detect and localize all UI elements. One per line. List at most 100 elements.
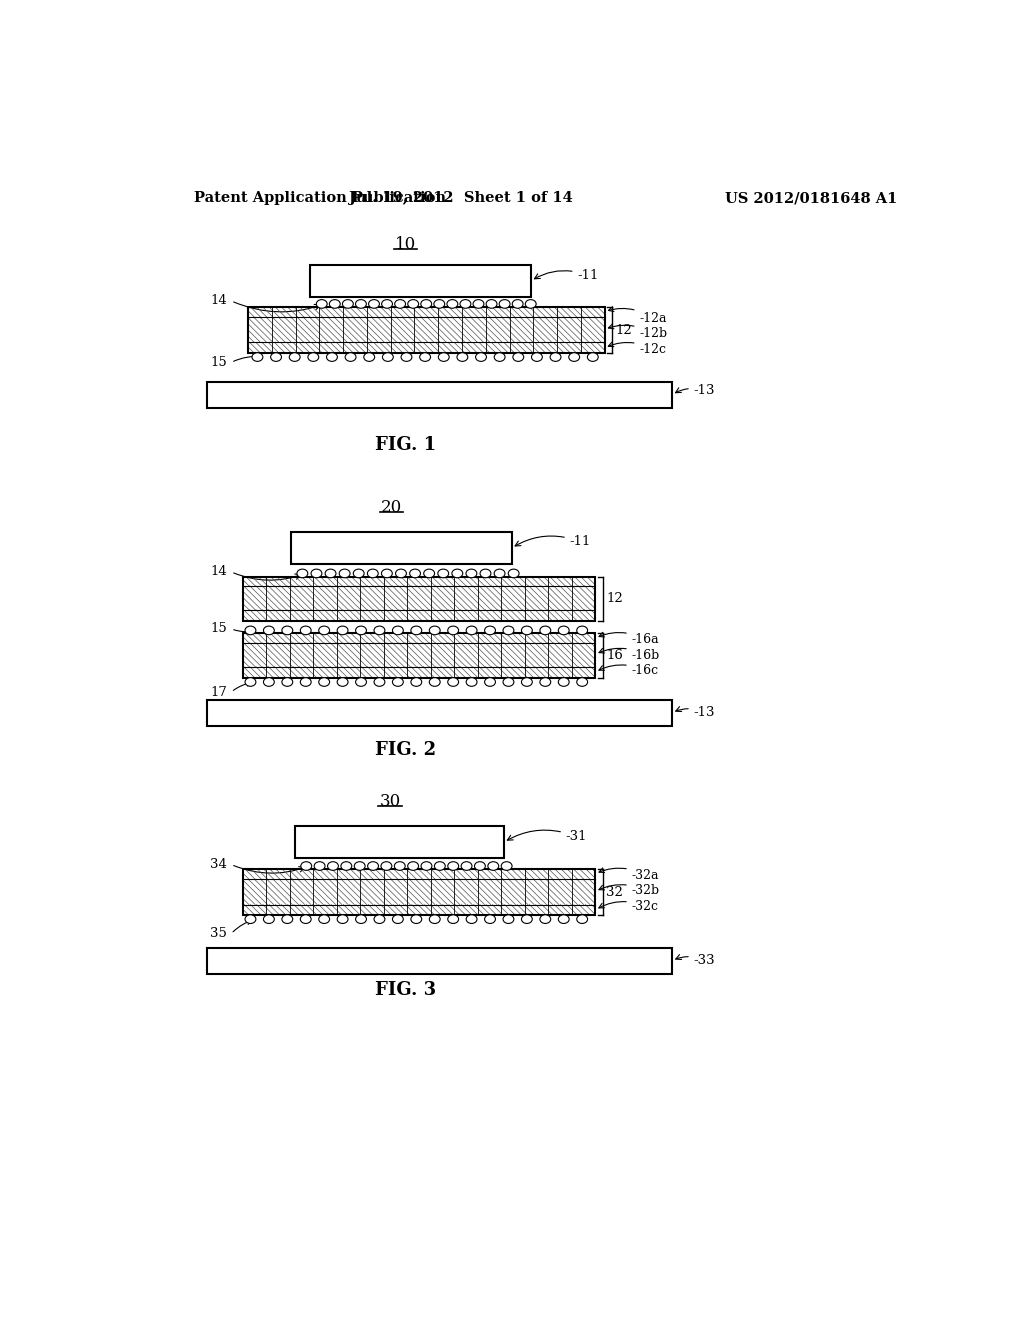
Text: -32a: -32a [599, 869, 659, 882]
Ellipse shape [282, 626, 293, 635]
Ellipse shape [486, 300, 497, 309]
Text: -11: -11 [535, 269, 599, 282]
Ellipse shape [495, 352, 505, 362]
Ellipse shape [337, 677, 348, 686]
Ellipse shape [438, 569, 449, 578]
Ellipse shape [337, 915, 348, 924]
Ellipse shape [245, 915, 256, 924]
Ellipse shape [429, 626, 440, 635]
Ellipse shape [382, 352, 393, 362]
Ellipse shape [318, 915, 330, 924]
Text: -13: -13 [676, 384, 715, 397]
Ellipse shape [473, 300, 484, 309]
Ellipse shape [308, 352, 318, 362]
Bar [243, 869, 595, 915]
Ellipse shape [245, 626, 256, 635]
Ellipse shape [342, 300, 353, 309]
Ellipse shape [474, 862, 485, 870]
Ellipse shape [521, 915, 532, 924]
Ellipse shape [394, 300, 406, 309]
Text: 15: 15 [211, 356, 227, 370]
Ellipse shape [550, 352, 561, 362]
Ellipse shape [540, 626, 551, 635]
Ellipse shape [434, 300, 444, 309]
Ellipse shape [263, 677, 274, 686]
Ellipse shape [457, 352, 468, 362]
Bar [243, 643, 595, 667]
Text: -12b: -12b [608, 323, 668, 341]
Text: 15: 15 [211, 622, 227, 635]
Text: -16a: -16a [599, 632, 659, 647]
Bar [243, 904, 595, 915]
Ellipse shape [495, 569, 505, 578]
Ellipse shape [540, 677, 551, 686]
Bar [243, 634, 595, 643]
Ellipse shape [314, 862, 325, 870]
Ellipse shape [484, 677, 496, 686]
Text: FIG. 2: FIG. 2 [375, 741, 436, 759]
Ellipse shape [475, 352, 486, 362]
Ellipse shape [374, 915, 385, 924]
Ellipse shape [330, 300, 340, 309]
Bar [310, 265, 531, 297]
Text: Patent Application Publication: Patent Application Publication [194, 191, 445, 206]
Ellipse shape [382, 300, 392, 309]
Ellipse shape [282, 915, 293, 924]
Ellipse shape [355, 677, 367, 686]
Ellipse shape [466, 915, 477, 924]
Ellipse shape [429, 915, 440, 924]
Bar [291, 532, 512, 564]
Text: 17: 17 [210, 685, 227, 698]
Ellipse shape [420, 352, 430, 362]
Ellipse shape [588, 352, 598, 362]
Ellipse shape [395, 569, 407, 578]
Ellipse shape [513, 352, 523, 362]
Ellipse shape [326, 569, 336, 578]
Text: FIG. 3: FIG. 3 [375, 981, 436, 999]
Bar [243, 577, 595, 586]
Text: -31: -31 [507, 830, 588, 843]
Bar [243, 634, 595, 678]
Ellipse shape [466, 569, 477, 578]
Ellipse shape [447, 915, 459, 924]
Bar [248, 342, 604, 354]
Ellipse shape [558, 626, 569, 635]
Ellipse shape [452, 569, 463, 578]
Ellipse shape [558, 677, 569, 686]
Bar [243, 879, 595, 904]
Ellipse shape [447, 626, 459, 635]
Ellipse shape [461, 862, 472, 870]
Ellipse shape [484, 915, 496, 924]
Text: 14: 14 [211, 294, 227, 308]
Ellipse shape [512, 300, 523, 309]
Ellipse shape [503, 915, 514, 924]
Ellipse shape [355, 915, 367, 924]
Ellipse shape [501, 862, 512, 870]
Text: -12a: -12a [608, 306, 667, 325]
Ellipse shape [521, 677, 532, 686]
Ellipse shape [394, 862, 406, 870]
Ellipse shape [354, 862, 366, 870]
Text: 20: 20 [381, 499, 402, 516]
Ellipse shape [411, 626, 422, 635]
Ellipse shape [525, 300, 537, 309]
Bar [248, 317, 604, 342]
Bar [243, 667, 595, 678]
Ellipse shape [577, 677, 588, 686]
Ellipse shape [521, 626, 532, 635]
Ellipse shape [421, 862, 432, 870]
Text: 16: 16 [606, 649, 623, 663]
Ellipse shape [318, 626, 330, 635]
Ellipse shape [408, 300, 419, 309]
Text: -16c: -16c [599, 664, 658, 677]
Ellipse shape [499, 300, 510, 309]
Ellipse shape [355, 626, 367, 635]
Bar [243, 610, 595, 622]
Ellipse shape [263, 626, 274, 635]
Ellipse shape [369, 300, 380, 309]
Ellipse shape [337, 626, 348, 635]
Ellipse shape [540, 915, 551, 924]
Text: 34: 34 [210, 858, 227, 871]
Bar [243, 869, 595, 879]
Ellipse shape [480, 569, 490, 578]
